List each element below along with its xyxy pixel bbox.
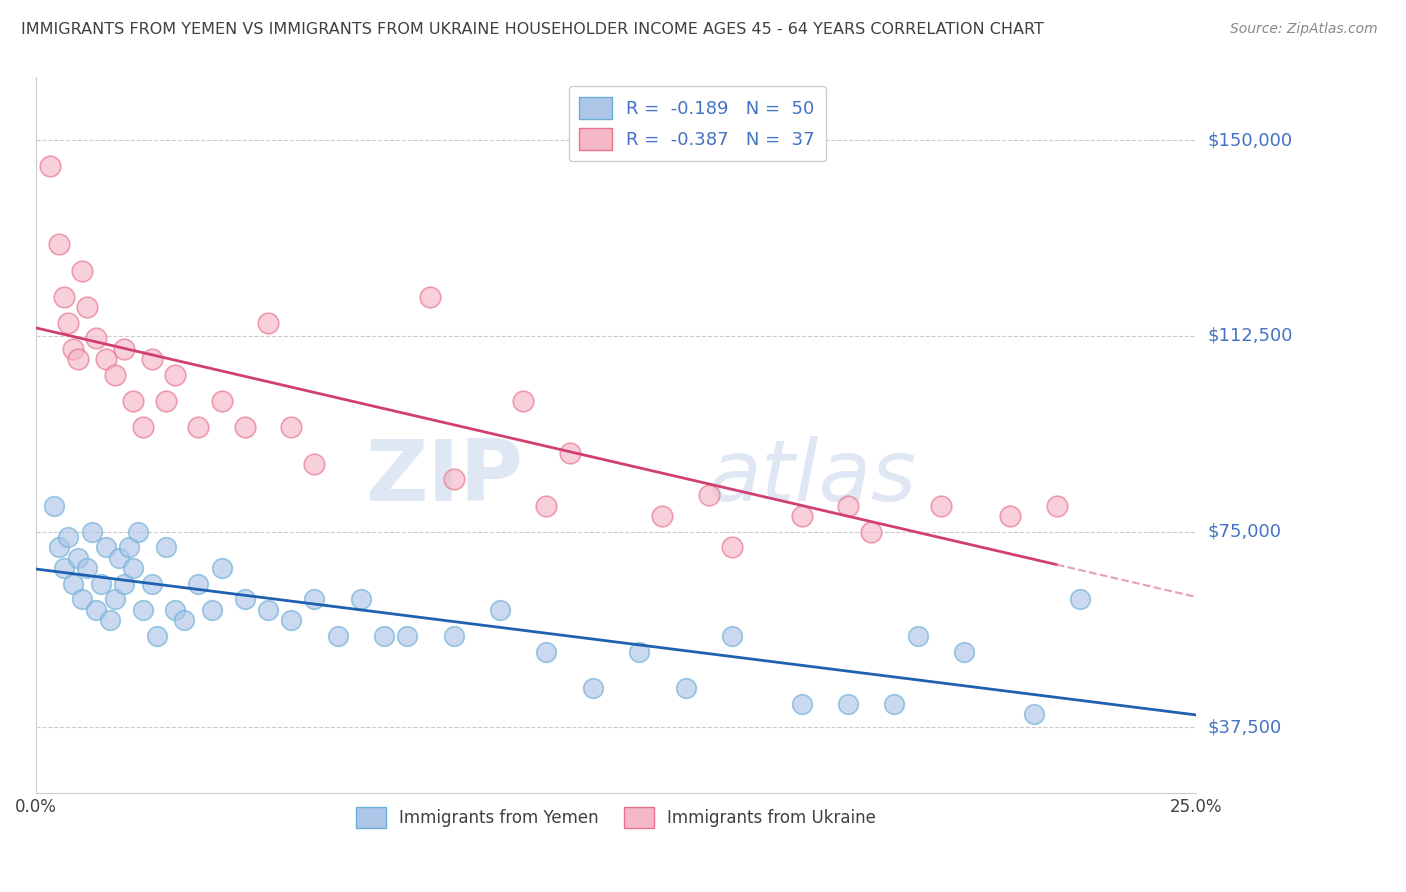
Text: IMMIGRANTS FROM YEMEN VS IMMIGRANTS FROM UKRAINE HOUSEHOLDER INCOME AGES 45 - 64: IMMIGRANTS FROM YEMEN VS IMMIGRANTS FROM… bbox=[21, 22, 1045, 37]
Point bbox=[141, 352, 163, 367]
Point bbox=[52, 561, 75, 575]
Point bbox=[233, 420, 256, 434]
Point bbox=[38, 159, 60, 173]
Point bbox=[860, 524, 883, 539]
Point bbox=[94, 352, 117, 367]
Point bbox=[165, 603, 187, 617]
Point bbox=[58, 530, 80, 544]
Point bbox=[837, 697, 859, 711]
Point bbox=[326, 629, 349, 643]
Point bbox=[155, 541, 177, 555]
Point bbox=[165, 368, 187, 382]
Point bbox=[350, 592, 373, 607]
Point bbox=[257, 603, 280, 617]
Text: Source: ZipAtlas.com: Source: ZipAtlas.com bbox=[1230, 22, 1378, 37]
Point bbox=[48, 237, 70, 252]
Point bbox=[112, 577, 135, 591]
Point bbox=[304, 457, 326, 471]
Point bbox=[76, 300, 98, 314]
Point bbox=[112, 342, 135, 356]
Point bbox=[373, 629, 395, 643]
Point bbox=[582, 681, 605, 696]
Legend: Immigrants from Yemen, Immigrants from Ukraine: Immigrants from Yemen, Immigrants from U… bbox=[349, 801, 883, 834]
Point bbox=[84, 331, 107, 345]
Point bbox=[187, 577, 209, 591]
Point bbox=[257, 316, 280, 330]
Point bbox=[211, 561, 233, 575]
Point bbox=[80, 524, 103, 539]
Point bbox=[1022, 707, 1045, 722]
Point bbox=[443, 472, 465, 486]
Point bbox=[131, 603, 153, 617]
Point bbox=[211, 394, 233, 409]
Point bbox=[512, 394, 534, 409]
Point bbox=[122, 561, 145, 575]
Text: ZIP: ZIP bbox=[366, 436, 523, 519]
Point bbox=[173, 613, 195, 627]
Point bbox=[883, 697, 905, 711]
Point bbox=[651, 508, 673, 523]
Point bbox=[108, 550, 131, 565]
Point bbox=[953, 645, 976, 659]
Point bbox=[131, 420, 153, 434]
Point bbox=[304, 592, 326, 607]
Point bbox=[44, 499, 66, 513]
Point bbox=[907, 629, 929, 643]
Text: $75,000: $75,000 bbox=[1208, 523, 1281, 541]
Point bbox=[145, 629, 167, 643]
Text: atlas: atlas bbox=[709, 436, 917, 519]
Point bbox=[675, 681, 697, 696]
Point bbox=[558, 446, 581, 460]
Point bbox=[155, 394, 177, 409]
Text: $37,500: $37,500 bbox=[1208, 718, 1281, 737]
Point bbox=[233, 592, 256, 607]
Point bbox=[628, 645, 651, 659]
Point bbox=[141, 577, 163, 591]
Point bbox=[929, 499, 952, 513]
Point bbox=[697, 488, 720, 502]
Point bbox=[1000, 508, 1022, 523]
Point bbox=[62, 342, 84, 356]
Point bbox=[280, 613, 302, 627]
Point bbox=[489, 603, 512, 617]
Point bbox=[58, 316, 80, 330]
Point bbox=[443, 629, 465, 643]
Point bbox=[396, 629, 419, 643]
Point bbox=[837, 499, 859, 513]
Point bbox=[1046, 499, 1069, 513]
Point bbox=[94, 541, 117, 555]
Point bbox=[62, 577, 84, 591]
Point bbox=[66, 352, 89, 367]
Point bbox=[90, 577, 112, 591]
Point bbox=[187, 420, 209, 434]
Point bbox=[84, 603, 107, 617]
Point bbox=[790, 697, 813, 711]
Point bbox=[721, 629, 744, 643]
Point bbox=[48, 541, 70, 555]
Point bbox=[536, 499, 558, 513]
Point bbox=[1069, 592, 1091, 607]
Point bbox=[52, 290, 75, 304]
Point bbox=[122, 394, 145, 409]
Point bbox=[536, 645, 558, 659]
Point bbox=[104, 368, 127, 382]
Point bbox=[104, 592, 127, 607]
Text: $150,000: $150,000 bbox=[1208, 131, 1292, 149]
Point bbox=[118, 541, 141, 555]
Point bbox=[790, 508, 813, 523]
Point bbox=[72, 263, 94, 277]
Text: $112,500: $112,500 bbox=[1208, 326, 1292, 345]
Point bbox=[127, 524, 149, 539]
Point bbox=[721, 541, 744, 555]
Point bbox=[419, 290, 441, 304]
Point bbox=[98, 613, 121, 627]
Point bbox=[280, 420, 302, 434]
Point bbox=[72, 592, 94, 607]
Point bbox=[66, 550, 89, 565]
Point bbox=[201, 603, 224, 617]
Point bbox=[76, 561, 98, 575]
